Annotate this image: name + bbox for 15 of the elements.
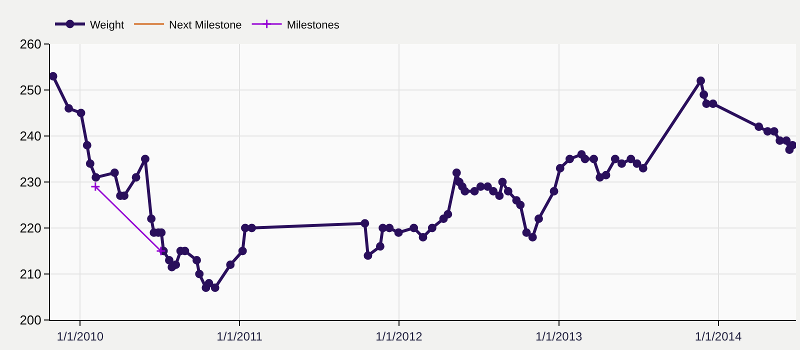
y-tick-label: 250 bbox=[20, 82, 42, 98]
y-tick-label: 210 bbox=[20, 266, 42, 282]
x-tick-label: 1/1/2014 bbox=[694, 329, 742, 344]
x-tick-label: 1/1/2010 bbox=[56, 329, 104, 344]
legend-label: Weight bbox=[90, 19, 124, 32]
legend-label: Next Milestone bbox=[169, 19, 242, 32]
y-tick-label: 240 bbox=[20, 128, 42, 144]
y-tick-label: 220 bbox=[20, 220, 42, 236]
x-tick-label: 1/1/2012 bbox=[376, 329, 423, 344]
legend-label: Milestones bbox=[286, 19, 340, 32]
y-tick-label: 200 bbox=[20, 312, 42, 328]
y-tick-label: 260 bbox=[20, 36, 42, 52]
y-tick-label: 230 bbox=[20, 174, 42, 190]
x-tick-label: 1/1/2011 bbox=[216, 329, 263, 344]
x-tick-label: 1/1/2013 bbox=[535, 329, 583, 344]
